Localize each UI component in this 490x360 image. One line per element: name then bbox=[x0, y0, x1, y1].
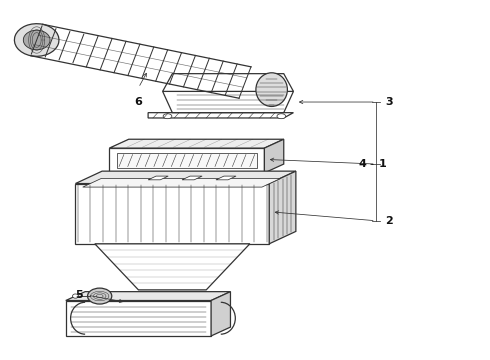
Polygon shape bbox=[148, 113, 294, 118]
Polygon shape bbox=[75, 171, 296, 184]
Ellipse shape bbox=[256, 73, 288, 107]
Polygon shape bbox=[109, 139, 284, 148]
Polygon shape bbox=[265, 139, 284, 173]
Polygon shape bbox=[269, 171, 296, 244]
Ellipse shape bbox=[88, 288, 112, 304]
Polygon shape bbox=[163, 74, 294, 91]
Text: 4: 4 bbox=[359, 159, 367, 169]
Polygon shape bbox=[83, 179, 281, 187]
Polygon shape bbox=[109, 148, 265, 173]
Polygon shape bbox=[75, 184, 269, 244]
Text: 1: 1 bbox=[378, 159, 386, 169]
Text: 5: 5 bbox=[75, 290, 83, 300]
Polygon shape bbox=[148, 176, 168, 180]
Polygon shape bbox=[182, 176, 202, 180]
Polygon shape bbox=[216, 176, 236, 180]
Polygon shape bbox=[117, 153, 257, 168]
Ellipse shape bbox=[163, 114, 172, 119]
Polygon shape bbox=[66, 292, 230, 301]
Text: 3: 3 bbox=[386, 97, 393, 107]
Text: 6: 6 bbox=[134, 97, 143, 107]
Polygon shape bbox=[66, 301, 211, 336]
Polygon shape bbox=[163, 91, 294, 113]
Ellipse shape bbox=[24, 30, 50, 50]
Ellipse shape bbox=[73, 294, 78, 298]
Polygon shape bbox=[95, 244, 250, 290]
Ellipse shape bbox=[14, 24, 59, 56]
Text: -: - bbox=[369, 159, 373, 169]
Polygon shape bbox=[211, 292, 230, 336]
Text: 2: 2 bbox=[386, 216, 393, 226]
Ellipse shape bbox=[277, 114, 286, 119]
